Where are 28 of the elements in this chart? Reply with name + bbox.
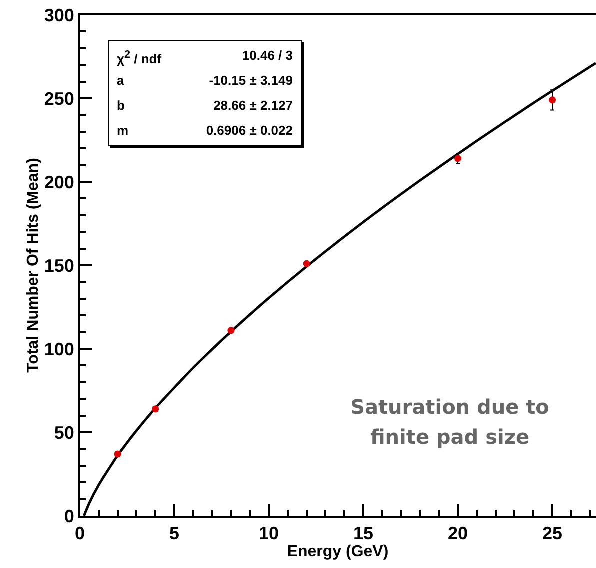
x-tick-label: 10 xyxy=(258,524,280,544)
y-axis-title: Total Number Of Hits (Mean) xyxy=(24,158,42,373)
x-tick-label: 15 xyxy=(354,524,374,544)
point xyxy=(228,327,235,334)
annotation: a xyxy=(117,72,124,90)
annotation: -10.15 ± 3.149 xyxy=(209,72,293,90)
annotation: b xyxy=(117,97,125,115)
annotation: 10.46 / 3 xyxy=(242,47,293,65)
x-axis-title: Energy (GeV) xyxy=(287,544,389,561)
point xyxy=(303,260,310,268)
y-tick-label: 0 xyxy=(64,506,74,526)
x-tick-label: 5 xyxy=(170,524,180,544)
y-tick-label: 200 xyxy=(44,172,74,192)
y-tick-label: 50 xyxy=(54,422,74,443)
point xyxy=(114,450,122,458)
y-tick-label: 100 xyxy=(44,339,74,360)
x-tick-label: 20 xyxy=(448,524,468,544)
y-tick-label: 300 xyxy=(44,5,74,26)
annotation: 28.66 ± 2.127 xyxy=(214,97,293,115)
annotation: χ$^{2}$ / ndf xyxy=(117,48,162,68)
x-tick-label: 25 xyxy=(542,524,563,544)
annotation: Saturation due to finite pad size xyxy=(350,394,550,451)
y-tick-label: 150 xyxy=(44,256,74,276)
y-tick-label: 250 xyxy=(44,88,74,109)
annotation: 0.6906 ± 0.022 xyxy=(206,122,293,140)
annotation: m xyxy=(117,122,129,140)
point xyxy=(549,96,556,104)
point xyxy=(152,406,160,413)
